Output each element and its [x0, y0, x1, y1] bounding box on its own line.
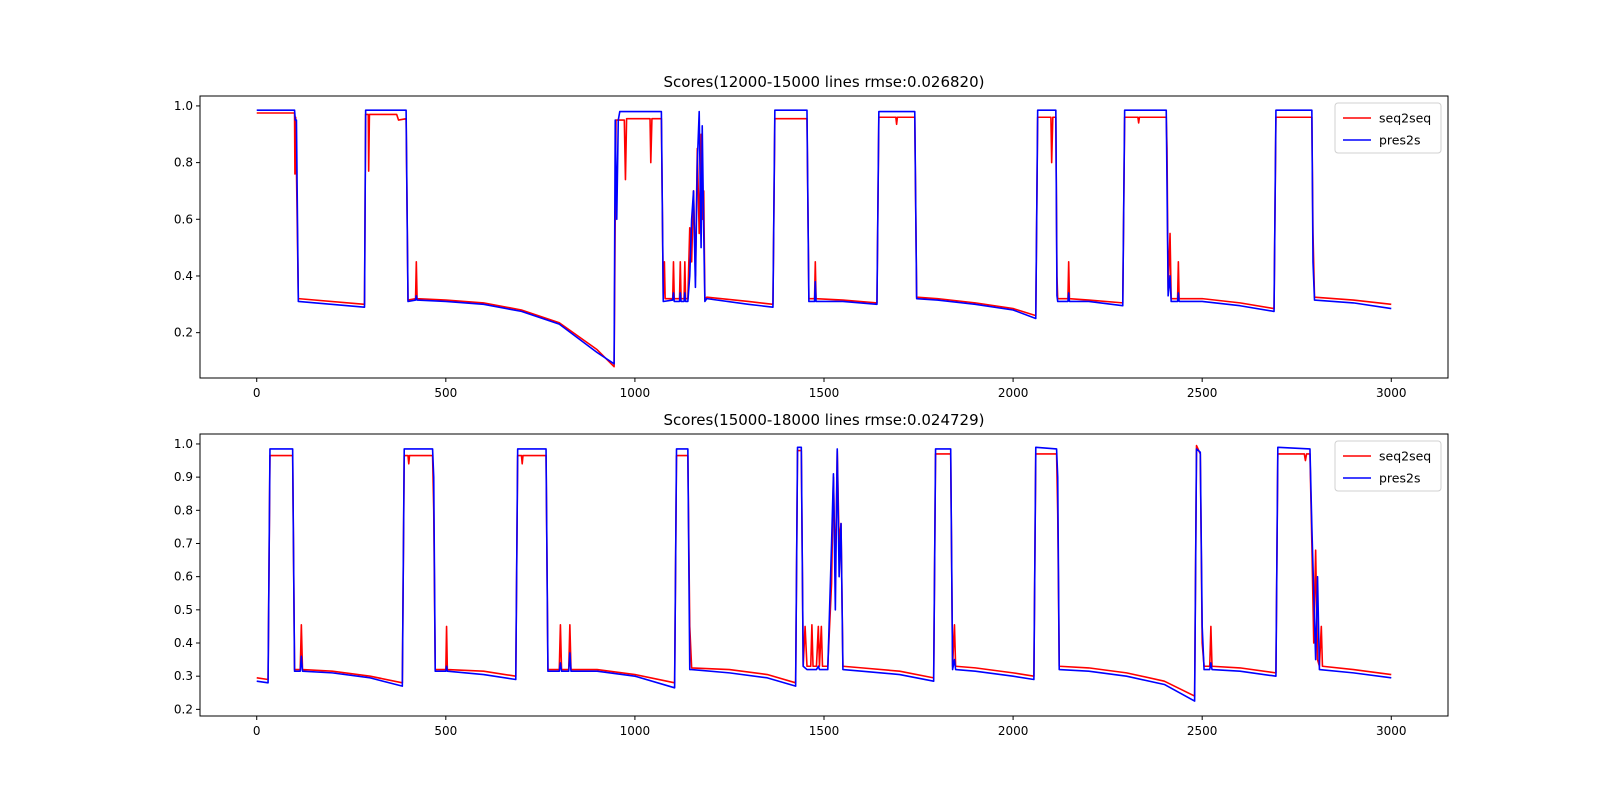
chart-top: Scores(12000-15000 lines rmse:0.026820) 0…: [174, 73, 1449, 400]
x-tick-label: 0: [253, 724, 261, 738]
series-group: [256, 444, 1392, 702]
x-tick-label: 0: [253, 386, 261, 400]
x-tick-label: 500: [434, 724, 457, 738]
legend: seq2seq pres2s: [1334, 102, 1442, 154]
legend-label-seq2seq: seq2seq: [1379, 111, 1431, 126]
y-tick-label: 0.6: [174, 570, 193, 584]
series-group: [256, 109, 1392, 368]
y-tick-label: 0.3: [174, 669, 193, 683]
legend-label-pres2s: pres2s: [1379, 133, 1420, 148]
legend-label-seq2seq: seq2seq: [1379, 449, 1431, 464]
series-line-seq2seq: [256, 112, 1392, 368]
y-tick-label: 1.0: [174, 99, 193, 113]
legend-label-pres2s: pres2s: [1379, 471, 1420, 486]
y-tick-label: 0.8: [174, 156, 193, 170]
y-tick-label: 0.7: [174, 536, 193, 550]
y-tick-label: 0.4: [174, 636, 193, 650]
y-tick-label: 1.0: [174, 437, 193, 451]
x-tick-label: 1000: [620, 724, 651, 738]
legend: seq2seq pres2s: [1334, 440, 1442, 492]
y-tick-label: 0.5: [174, 603, 193, 617]
y-tick-label: 0.2: [174, 326, 193, 340]
y-tick-label: 0.2: [174, 702, 193, 716]
x-tick-label: 2500: [1187, 724, 1218, 738]
chart-title: Scores(15000-18000 lines rmse:0.024729): [664, 411, 985, 429]
y-tick-label: 0.4: [174, 269, 193, 283]
series-line-pres2s: [256, 446, 1392, 702]
x-tick-label: 1000: [620, 386, 651, 400]
series-line-pres2s: [256, 109, 1392, 365]
x-tick-label: 500: [434, 386, 457, 400]
x-tick-label: 3000: [1376, 724, 1407, 738]
x-tick-label: 2500: [1187, 386, 1218, 400]
x-tick-label: 2000: [998, 724, 1029, 738]
x-tick-label: 3000: [1376, 386, 1407, 400]
y-tick-label: 0.9: [174, 470, 193, 484]
axes-frame: [199, 95, 1449, 379]
series-line-seq2seq: [256, 444, 1392, 697]
chart-title: Scores(12000-15000 lines rmse:0.026820): [664, 73, 985, 91]
y-tick-label: 0.6: [174, 212, 193, 226]
x-tick-label: 1500: [809, 386, 840, 400]
chart-bottom: Scores(15000-18000 lines rmse:0.024729) 0…: [174, 411, 1449, 738]
x-tick-label: 2000: [998, 386, 1029, 400]
x-tick-label: 1500: [809, 724, 840, 738]
y-tick-label: 0.8: [174, 503, 193, 517]
